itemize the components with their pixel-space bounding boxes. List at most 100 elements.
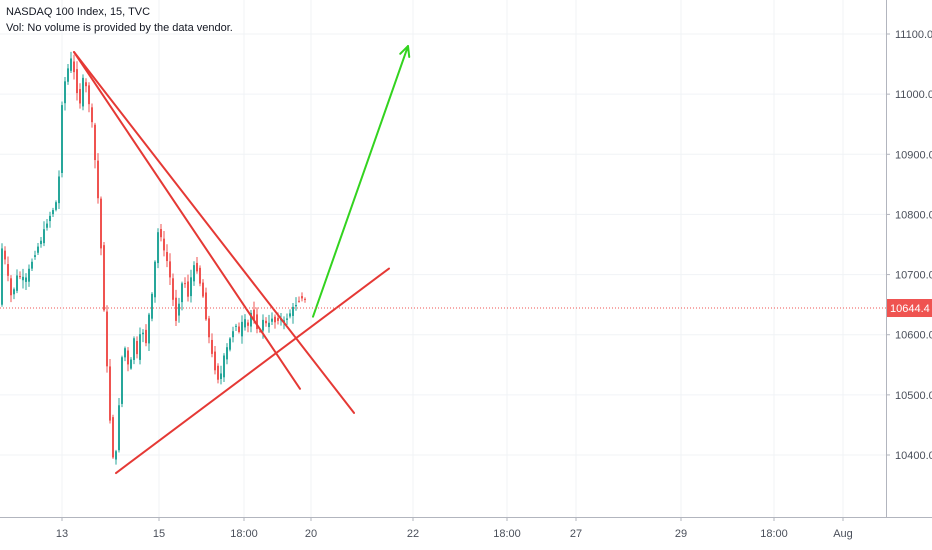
time-tick-label: 22 [407, 528, 419, 540]
price-tick-label: 10600.0 [895, 330, 932, 342]
candle-body [1, 248, 3, 305]
price-tick-label: 10500.0 [895, 390, 932, 402]
candle-body [94, 124, 96, 161]
candle-body [241, 321, 243, 337]
candle-body [208, 318, 210, 338]
candle-body [247, 322, 249, 326]
candle-body [274, 316, 276, 323]
candle-body [151, 293, 153, 319]
candle-body [262, 319, 264, 331]
candle-body [85, 82, 87, 87]
candle-body [250, 312, 252, 327]
candle-body [19, 276, 21, 278]
candle-body [82, 77, 84, 107]
time-axis[interactable]: 13 15 18:00 20 22 18:00 27 29 18:00 Aug [0, 517, 932, 550]
volume-legend: Vol: No volume is provided by the data v… [6, 22, 233, 34]
time-tick-label: 18:00 [760, 528, 788, 540]
candle-body [286, 318, 288, 320]
time-tick-label: 13 [56, 528, 68, 540]
candle-body [70, 58, 72, 71]
candle-body [196, 262, 198, 272]
candle-body [148, 314, 150, 344]
candle-body [244, 319, 246, 328]
candle-body [49, 215, 51, 222]
time-axis-bg [0, 517, 932, 550]
candle-body [172, 278, 174, 300]
candle-body [139, 334, 141, 360]
candle-body [133, 338, 135, 360]
price-axis-bg [886, 0, 932, 517]
candle-body [115, 451, 117, 460]
candle-body [130, 359, 132, 369]
candle-body [211, 339, 213, 354]
candle-body [88, 85, 90, 105]
symbol-legend[interactable]: NASDAQ 100 Index, 15, TVC [6, 6, 151, 18]
trendline-drawings[interactable] [73, 45, 411, 475]
candle-body [277, 318, 279, 321]
candle-body [181, 283, 183, 303]
candle-body [73, 61, 75, 73]
candle-body [55, 202, 57, 210]
candle-body [220, 373, 222, 380]
candle-body [112, 417, 114, 458]
candle-body [16, 275, 18, 291]
candle-body [259, 330, 261, 332]
candle-body [52, 210, 54, 215]
candle-body [226, 347, 228, 360]
candle-body [160, 229, 162, 238]
candle-body [106, 311, 108, 367]
candle-body [13, 289, 15, 295]
time-tick-label: 29 [675, 528, 687, 540]
candlestick-series [1, 51, 306, 465]
candle-body [37, 246, 39, 253]
candle-body [7, 264, 9, 276]
candle-body [154, 261, 156, 298]
price-tick-label: 11100.0 [895, 29, 932, 41]
red-trendline [115, 267, 390, 475]
candle-body [79, 89, 81, 104]
candle-body [235, 325, 237, 327]
candle-body [61, 105, 63, 174]
time-tick-label: 18:00 [493, 528, 521, 540]
candle-body [157, 232, 159, 264]
candle-body [145, 329, 147, 344]
candle-body [91, 107, 93, 123]
candle-body [34, 255, 36, 257]
candle-body [127, 350, 129, 365]
candle-body [142, 332, 144, 335]
candle-body [10, 278, 12, 296]
candle-body [169, 261, 171, 278]
time-tick-label: Aug [833, 528, 853, 540]
candle-body [193, 265, 195, 282]
candle-body [238, 326, 240, 333]
candle-body [190, 277, 192, 297]
candle-body [295, 304, 297, 307]
candle-body [298, 300, 300, 302]
candle-body [175, 297, 177, 321]
candle-body [43, 229, 45, 244]
time-tick-label: 27 [570, 528, 582, 540]
candle-body [76, 69, 78, 94]
candle-body [136, 341, 138, 355]
candle-body [217, 365, 219, 380]
candle-body [268, 322, 270, 328]
candle-body [301, 296, 303, 299]
grid-lines [0, 0, 886, 517]
arrow-head [399, 45, 411, 58]
candle-body [229, 338, 231, 350]
price-tick-label: 11000.0 [895, 89, 932, 101]
last-price-label: 10644.4 [890, 303, 930, 315]
price-tick-label: 10800.0 [895, 209, 932, 221]
candle-body [178, 303, 180, 316]
candle-body [121, 357, 123, 404]
time-tick-label: 18:00 [230, 528, 258, 540]
candle-body [25, 277, 27, 282]
candle-body [214, 351, 216, 371]
candle-body [271, 318, 273, 322]
candle-body [58, 176, 60, 204]
candle-body [46, 223, 48, 228]
price-axis[interactable]: 11100.0 11000.0 10900.0 10800.0 10700.0 10600… [886, 0, 932, 517]
candle-body [4, 250, 6, 260]
candle-body [124, 348, 126, 358]
